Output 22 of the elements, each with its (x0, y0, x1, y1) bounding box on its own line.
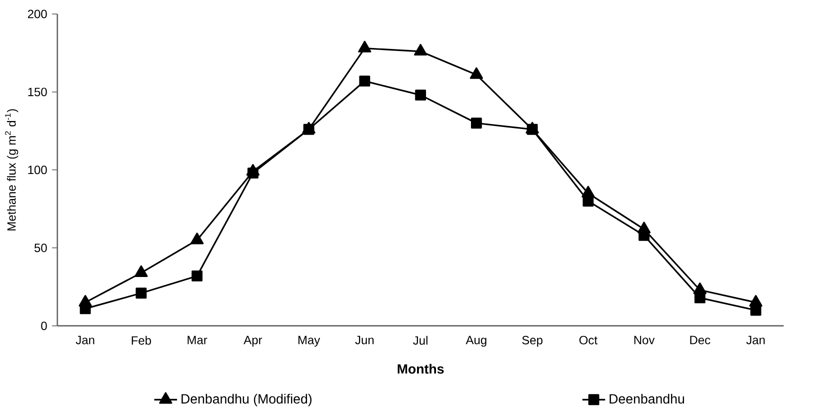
y-axis-title: Methane flux (g m$^{2}$ d$^{-1}$) (5, 109, 18, 230)
x-tick-label: Feb (132, 336, 152, 345)
x-tick-label: Jul (413, 336, 428, 345)
x-tick-label: Jan (76, 336, 94, 344)
x-tick-label: Aug (466, 336, 486, 347)
x-tick-label: Jan (746, 336, 765, 344)
y-tick-label: 200 (28, 10, 47, 18)
x-tick-label: Jun (355, 336, 374, 344)
legend-label: Denbandhu (Modified) (182, 394, 312, 406)
x-tick-label: Oct (579, 336, 598, 344)
legend-label: Deenbandhu (610, 394, 684, 404)
y-tick-label: 0 (41, 322, 47, 330)
x-axis-title: Months (398, 364, 444, 374)
x-tick-label: Nov (634, 336, 655, 344)
y-tick-label: 150 (28, 88, 47, 96)
y-tick-label: 50 (34, 244, 47, 252)
x-tick-label: Dec (690, 336, 710, 344)
x-tick-label: May (298, 336, 320, 347)
x-tick-label: Mar (188, 336, 208, 344)
x-tick-label: Apr (244, 336, 262, 347)
y-tick-label: 100 (28, 166, 47, 174)
x-tick-label: Sep (522, 336, 542, 347)
